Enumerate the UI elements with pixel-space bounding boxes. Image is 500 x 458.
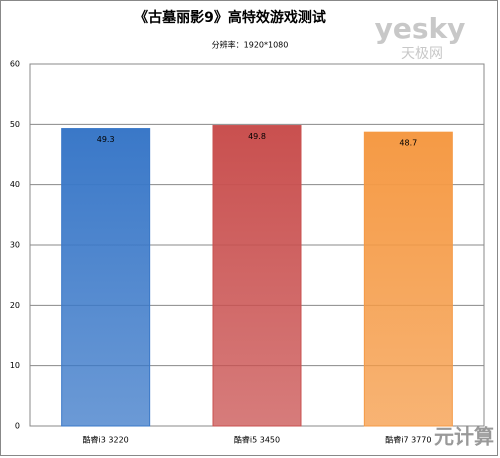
x-tick-label: 酷睿i3 3220 bbox=[83, 435, 129, 445]
y-tick-label: 10 bbox=[10, 361, 20, 370]
y-tick-label: 50 bbox=[10, 120, 20, 129]
value-label: 49.3 bbox=[97, 135, 115, 144]
bar bbox=[363, 131, 453, 427]
watermark: yesky bbox=[375, 12, 466, 45]
chart-subtitle: 分辨率：1920*1080 bbox=[212, 40, 289, 50]
y-tick-label: 30 bbox=[10, 241, 20, 250]
y-tick-label: 60 bbox=[10, 60, 20, 69]
y-tick-label: 0 bbox=[15, 422, 20, 431]
y-tick-label: 40 bbox=[10, 180, 20, 189]
y-tick-label: 20 bbox=[10, 301, 20, 310]
bar bbox=[212, 125, 302, 427]
watermark: 天极网 bbox=[401, 46, 443, 62]
value-label: 48.7 bbox=[399, 139, 417, 148]
bar bbox=[61, 128, 151, 427]
x-tick-label: 酷睿i5 3450 bbox=[234, 435, 280, 445]
value-label: 49.8 bbox=[248, 132, 266, 141]
x-tick-label: 酷睿i7 3770 bbox=[385, 435, 431, 445]
chart-title: 《古墓丽影9》高特效游戏测试 bbox=[134, 9, 326, 26]
watermark: 元计算 bbox=[434, 425, 494, 449]
